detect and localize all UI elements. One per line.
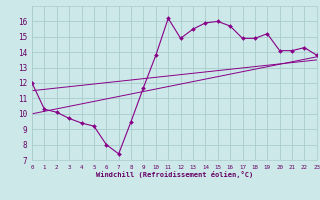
X-axis label: Windchill (Refroidissement éolien,°C): Windchill (Refroidissement éolien,°C): [96, 171, 253, 178]
